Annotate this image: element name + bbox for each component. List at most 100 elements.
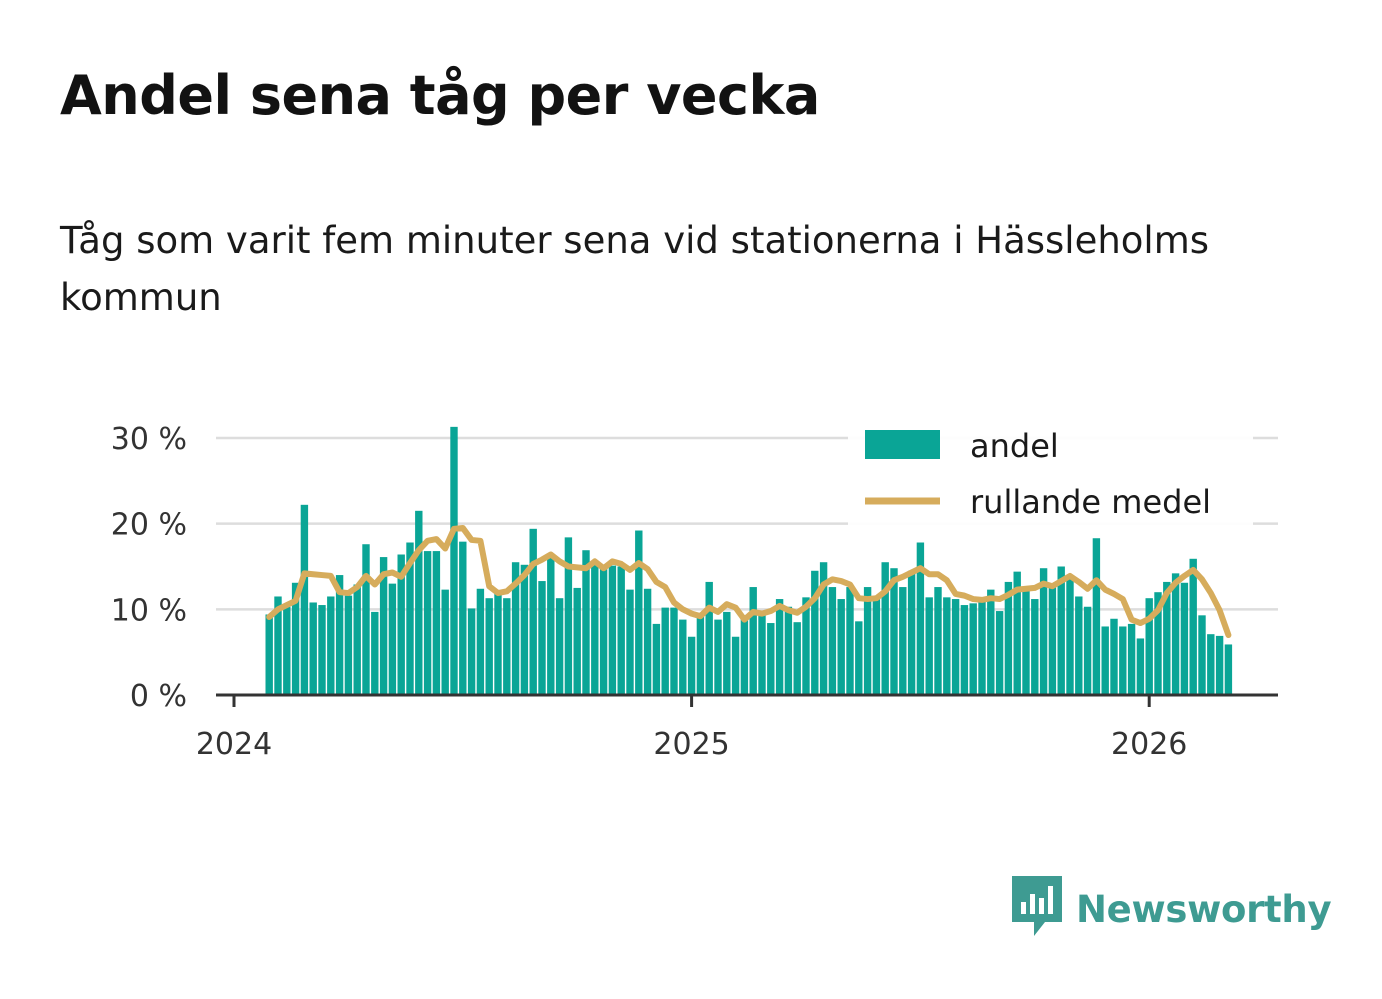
y-tick-label: 10 % — [111, 593, 187, 628]
bar — [828, 587, 837, 695]
bar — [617, 566, 625, 695]
bar — [881, 562, 889, 695]
bar — [1013, 571, 1021, 695]
bar — [696, 616, 705, 695]
bar — [855, 621, 863, 695]
bar — [335, 575, 344, 695]
bar — [1031, 599, 1039, 695]
bar — [1004, 581, 1013, 695]
bar — [775, 599, 784, 695]
newsworthy-logo-icon — [1012, 876, 1062, 942]
brand-name: Newsworthy — [1076, 887, 1332, 931]
line-path-rullande-medel — [266, 524, 1232, 639]
bar — [344, 595, 353, 695]
bar — [1101, 626, 1109, 695]
bar — [978, 599, 986, 695]
bar — [811, 570, 819, 695]
bar — [379, 557, 388, 695]
bar — [714, 619, 722, 695]
bar — [960, 605, 969, 695]
bar — [415, 510, 423, 695]
y-tick-label: 20 % — [111, 508, 187, 543]
bar — [907, 570, 916, 695]
bar — [599, 568, 608, 695]
bar — [1083, 606, 1092, 695]
x-tick-label: 2026 — [1111, 727, 1187, 762]
bar — [1171, 573, 1180, 695]
axes: 0 % 10 % 20 % 30 % 2024 2025 2026 — [111, 422, 1278, 762]
legend: andel rullande medel — [848, 420, 1253, 528]
bar — [1154, 592, 1162, 695]
bar — [1198, 615, 1206, 695]
x-tick-label: 2024 — [196, 727, 272, 762]
bar — [529, 528, 537, 695]
bar — [1163, 581, 1171, 695]
legend-label-andel: andel — [970, 427, 1059, 465]
bar — [573, 587, 581, 695]
bar — [511, 562, 520, 695]
bar — [951, 599, 960, 695]
bar — [1224, 644, 1233, 695]
bar — [1092, 538, 1101, 695]
bar — [793, 622, 801, 695]
bar — [353, 584, 361, 695]
bar — [1127, 623, 1136, 695]
bar — [300, 504, 309, 695]
bar — [916, 542, 925, 695]
bar — [503, 598, 511, 695]
bar — [1180, 582, 1189, 695]
bar — [819, 562, 828, 695]
bar — [995, 611, 1004, 695]
bar — [476, 588, 485, 695]
bar — [643, 588, 652, 695]
bar — [547, 555, 555, 695]
bar — [538, 581, 546, 695]
bar — [555, 598, 564, 695]
x-tick-label: 2025 — [653, 727, 729, 762]
bar — [1048, 583, 1057, 695]
bar — [520, 564, 529, 695]
bar — [1066, 579, 1074, 695]
bar — [1145, 598, 1153, 695]
bar — [784, 606, 793, 695]
bar — [406, 542, 414, 695]
bar — [943, 597, 951, 695]
legend-swatch-andel — [865, 430, 940, 459]
bar — [283, 606, 291, 695]
line-series-rullande-medel — [266, 524, 1232, 639]
bar — [635, 530, 643, 695]
bar — [1189, 558, 1197, 695]
bar — [494, 593, 502, 695]
bar — [362, 544, 370, 695]
bar — [731, 636, 740, 695]
bar — [441, 589, 449, 695]
bar — [1022, 590, 1030, 695]
y-tick-label: 0 % — [130, 679, 187, 714]
bar — [872, 597, 881, 695]
bar — [987, 589, 995, 695]
legend-label-rullande-medel: rullande medel — [970, 483, 1211, 521]
bar — [327, 596, 335, 695]
bar — [485, 598, 493, 695]
bar — [388, 583, 397, 695]
bar — [608, 565, 617, 695]
bar — [899, 587, 907, 695]
y-tick-label: 30 % — [111, 422, 187, 457]
bar — [890, 568, 898, 695]
chart-title: Andel sena tåg per vecka — [60, 64, 820, 127]
bar — [758, 612, 766, 695]
bar — [432, 551, 441, 695]
bar — [1119, 626, 1127, 695]
bar — [687, 636, 696, 695]
bar — [846, 587, 854, 695]
bar — [1057, 566, 1065, 695]
bar — [705, 581, 713, 695]
bar — [265, 614, 273, 695]
bar-series-andel — [265, 426, 1233, 695]
bar — [626, 589, 634, 695]
bar — [1207, 634, 1215, 695]
bar — [318, 605, 326, 695]
bar — [309, 602, 317, 695]
chart-subtitle: Tåg som varit fem minuter sena vid stati… — [60, 219, 1210, 319]
